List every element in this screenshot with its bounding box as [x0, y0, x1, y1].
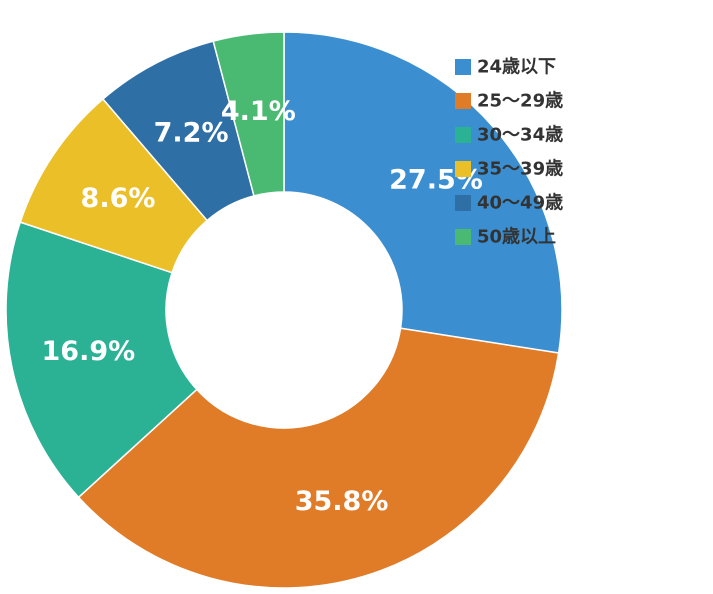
data-label-4: 8.6% — [81, 183, 156, 214]
data-label-5: 7.2% — [154, 117, 229, 148]
legend-label-5: 40～49歳 — [477, 193, 563, 214]
pie-slice-6 — [212, 31, 285, 197]
legend-swatch-3 — [455, 127, 471, 143]
legend-label-1: 24歳以下 — [477, 57, 556, 78]
chart-legend: 24歳以下 25～29歳 30～34歳 35～39歳 40～49歳 50歳以上 — [455, 57, 563, 248]
legend-label-2: 25～29歳 — [477, 91, 563, 112]
data-label-6: 4.1% — [221, 96, 296, 127]
legend-swatch-5 — [455, 195, 471, 211]
pie-slice-2 — [77, 327, 560, 589]
legend-label-4: 35～39歳 — [477, 159, 563, 180]
pie-slice-1 — [283, 31, 563, 354]
legend-swatch-1 — [455, 59, 471, 75]
pie-slice-3 — [5, 221, 198, 499]
legend-label-3: 30～34歳 — [477, 125, 563, 146]
chart-slices — [5, 31, 563, 589]
legend-swatch-6 — [455, 229, 471, 245]
legend-label-6: 50歳以上 — [477, 227, 556, 248]
legend-swatch-4 — [455, 161, 471, 177]
legend-swatch-2 — [455, 93, 471, 109]
data-label-2: 35.8% — [295, 486, 389, 517]
data-label-3: 16.9% — [42, 336, 136, 367]
